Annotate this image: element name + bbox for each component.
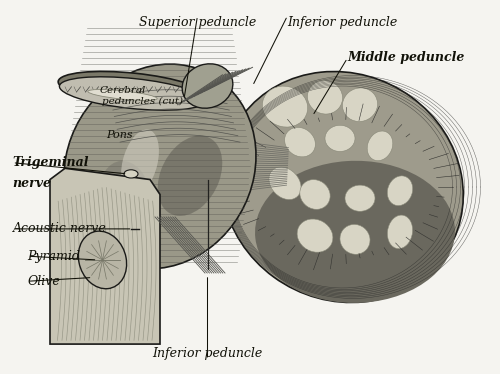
Ellipse shape bbox=[342, 88, 378, 122]
Text: peduncles (cut): peduncles (cut) bbox=[102, 97, 183, 106]
Text: Olive: Olive bbox=[28, 275, 60, 288]
Ellipse shape bbox=[64, 64, 256, 269]
Ellipse shape bbox=[308, 80, 342, 114]
Text: Middle peduncle: Middle peduncle bbox=[348, 52, 465, 64]
Ellipse shape bbox=[121, 129, 159, 196]
Ellipse shape bbox=[284, 128, 316, 157]
Ellipse shape bbox=[388, 215, 412, 249]
Ellipse shape bbox=[340, 224, 370, 254]
Text: Pyramid: Pyramid bbox=[28, 250, 80, 263]
Ellipse shape bbox=[158, 136, 222, 216]
Ellipse shape bbox=[182, 64, 233, 108]
Ellipse shape bbox=[297, 219, 333, 252]
Ellipse shape bbox=[124, 170, 138, 178]
Text: Inferior peduncle: Inferior peduncle bbox=[288, 16, 398, 29]
Ellipse shape bbox=[222, 71, 464, 303]
Ellipse shape bbox=[262, 86, 308, 127]
Ellipse shape bbox=[60, 77, 206, 110]
Ellipse shape bbox=[300, 180, 330, 209]
Ellipse shape bbox=[100, 161, 150, 228]
Ellipse shape bbox=[58, 71, 207, 107]
Polygon shape bbox=[50, 168, 160, 344]
Ellipse shape bbox=[255, 161, 455, 303]
Text: Cerebral: Cerebral bbox=[100, 86, 146, 95]
Text: Pons: Pons bbox=[106, 131, 132, 140]
Ellipse shape bbox=[78, 231, 126, 289]
Text: nerve: nerve bbox=[12, 177, 51, 190]
Text: Trigeminal: Trigeminal bbox=[12, 156, 89, 169]
Ellipse shape bbox=[88, 89, 157, 101]
Ellipse shape bbox=[367, 131, 393, 161]
Text: Superior peduncle: Superior peduncle bbox=[139, 16, 256, 29]
Ellipse shape bbox=[388, 176, 412, 206]
Ellipse shape bbox=[345, 185, 375, 211]
Text: Acoustic nerve: Acoustic nerve bbox=[12, 223, 106, 235]
Ellipse shape bbox=[325, 125, 355, 151]
Ellipse shape bbox=[269, 167, 301, 200]
Text: Inferior peduncle: Inferior peduncle bbox=[152, 347, 262, 360]
